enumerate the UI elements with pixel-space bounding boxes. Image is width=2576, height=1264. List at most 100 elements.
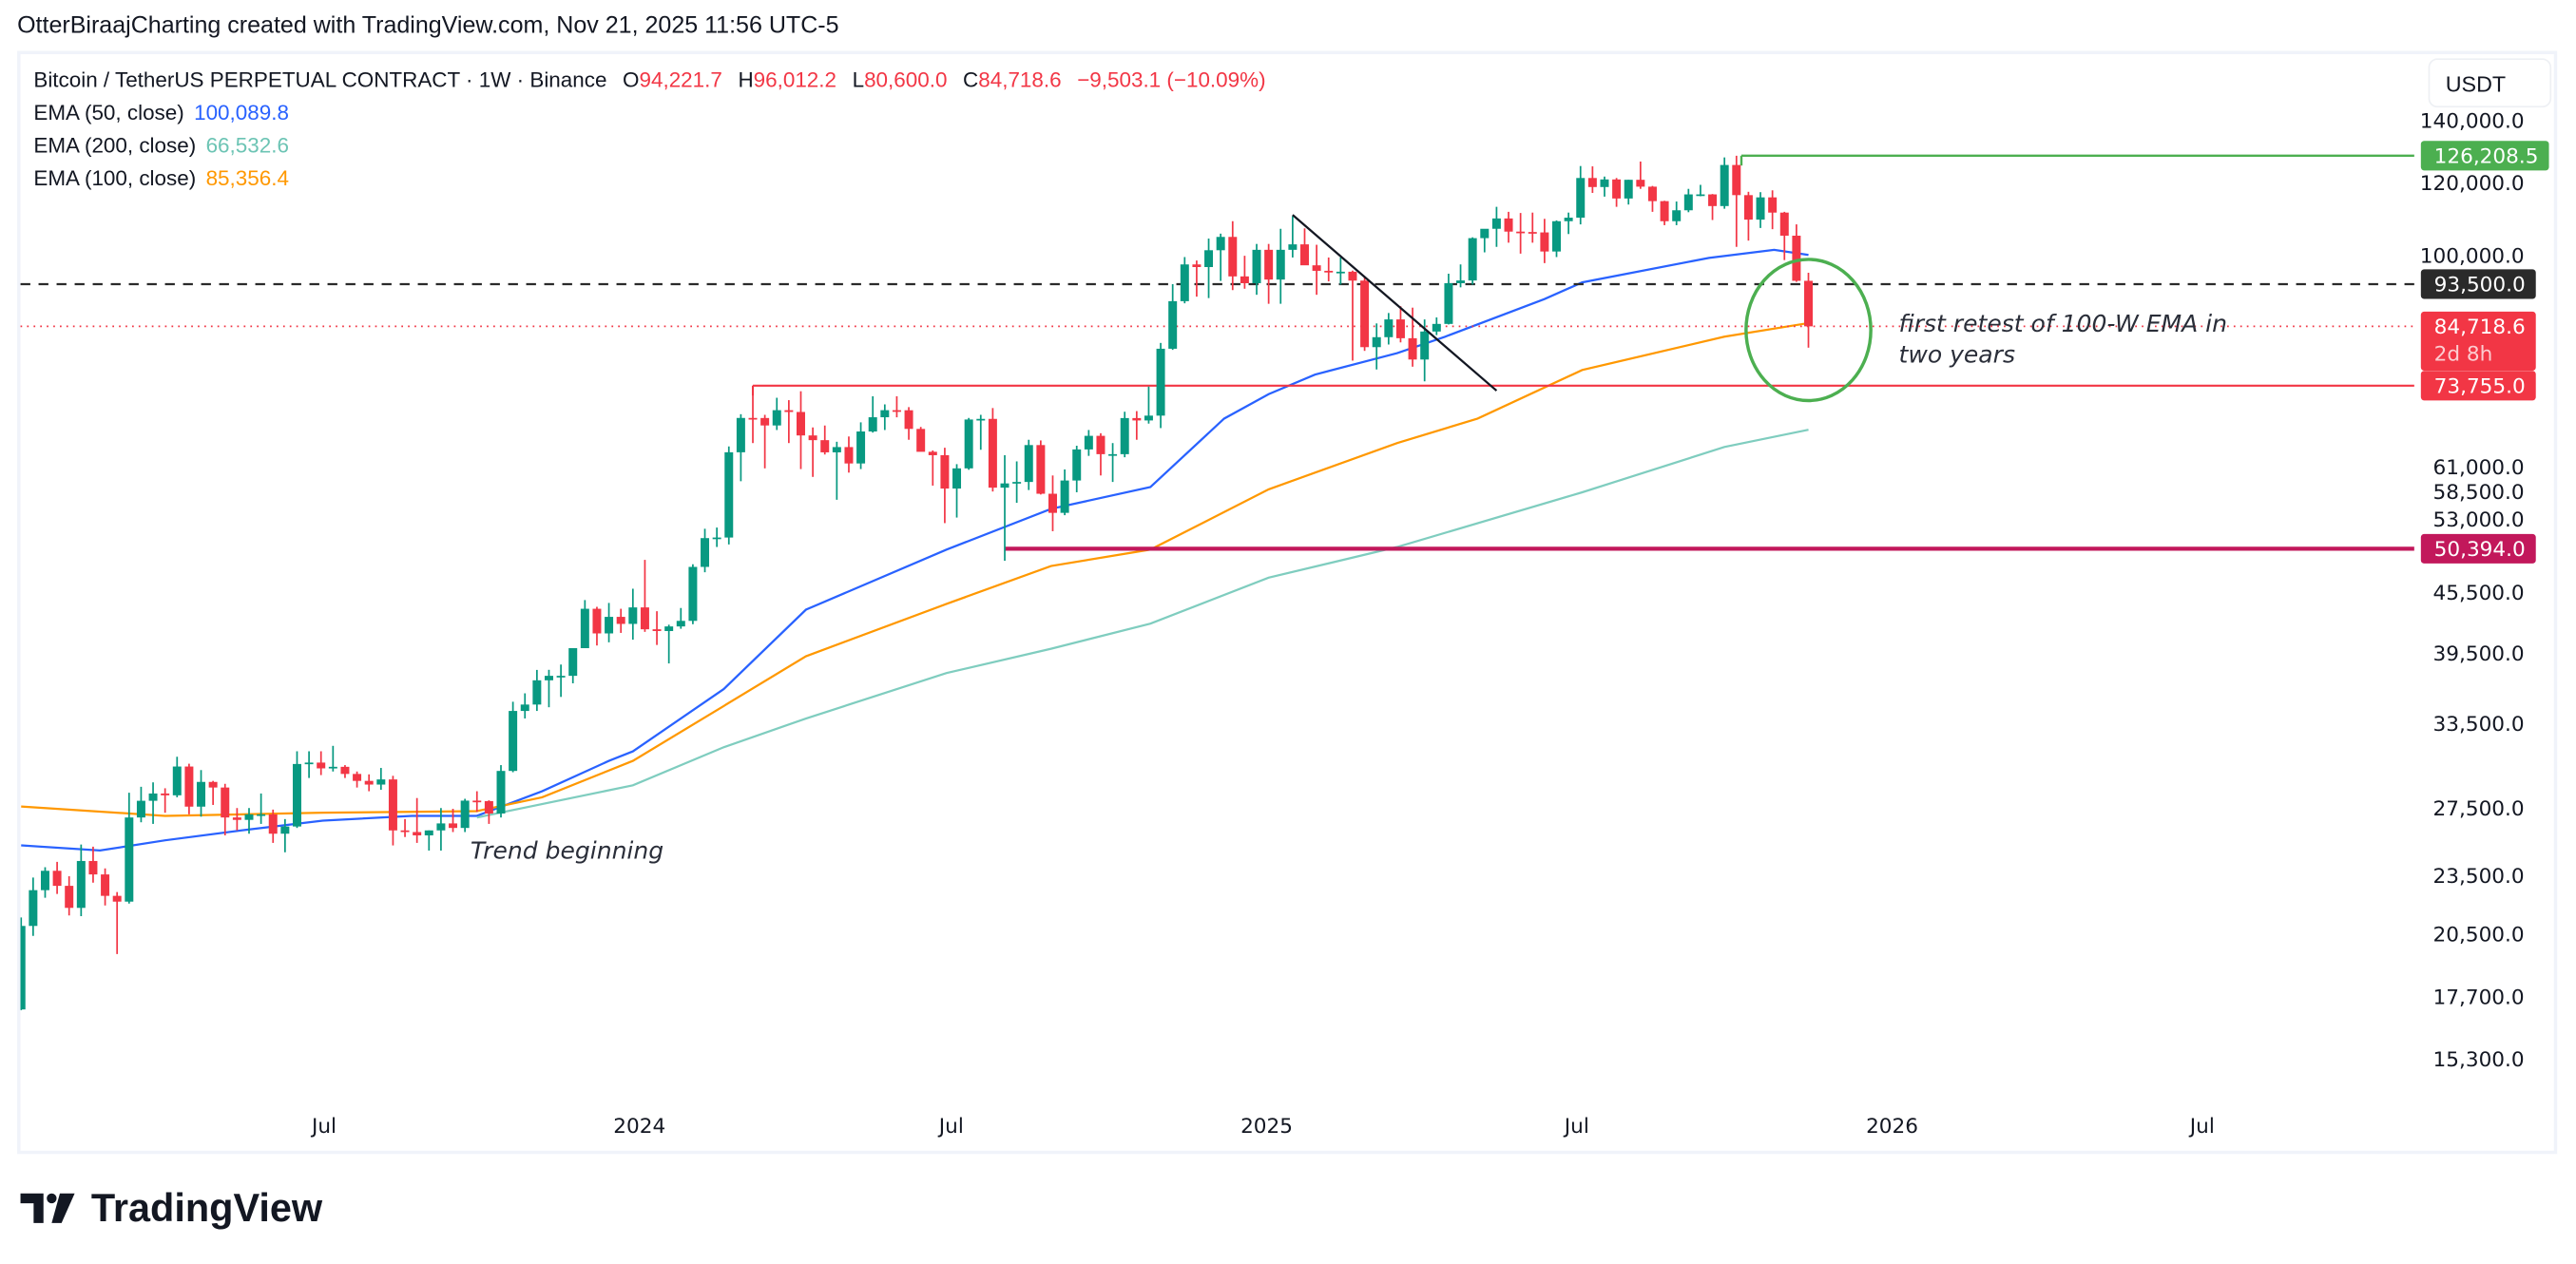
attribution-text: OtterBiraajCharting created with Trading… <box>17 12 838 39</box>
ema200-label: EMA (200, close) <box>33 134 196 158</box>
candle-body <box>1324 270 1334 273</box>
candle-body <box>1792 235 1801 281</box>
legend-ema50[interactable]: EMA (50, close) 100,089.8 <box>33 101 289 124</box>
candle-up <box>1672 201 1682 225</box>
candle-body <box>1804 280 1813 327</box>
candle-body <box>460 800 470 829</box>
candle-up <box>964 417 973 470</box>
candle-up <box>1168 283 1178 351</box>
candle-body <box>280 826 290 834</box>
candle-body <box>1216 237 1225 251</box>
candle-body <box>1395 319 1405 338</box>
chart-pane[interactable] <box>17 154 2414 1010</box>
candle-body <box>1743 195 1753 220</box>
candle-body <box>20 926 26 1010</box>
close-value: 84,718.6 <box>978 68 1061 92</box>
candle-down <box>616 608 625 633</box>
ema50-label: EMA (50, close) <box>33 101 183 124</box>
candle-up <box>628 588 638 641</box>
candle-body <box>928 451 937 455</box>
candle-body <box>724 451 734 538</box>
candle-body <box>832 447 841 452</box>
candle-body <box>1636 180 1645 187</box>
candle-down <box>221 783 230 835</box>
candle-down <box>400 818 410 837</box>
candle-body <box>1683 194 1693 211</box>
candle-body <box>628 607 638 624</box>
candle-down <box>65 875 74 916</box>
candle-down <box>820 425 830 455</box>
candle-body <box>916 429 926 452</box>
candle-up <box>1216 233 1225 281</box>
candle-body <box>148 793 158 801</box>
candle-body <box>161 793 170 795</box>
candle-down <box>1708 194 1718 220</box>
candle-body <box>688 566 698 622</box>
candle-up <box>556 664 566 698</box>
legend-ema100[interactable]: EMA (100, close) 85,356.4 <box>33 166 289 190</box>
price-axis[interactable]: 140,000.0 120,000.0 100,000.0 61,000.058,50… <box>2420 110 2525 1072</box>
candle-down <box>892 395 901 418</box>
candle-body <box>400 830 410 833</box>
close-label: C <box>963 68 978 92</box>
candle-body <box>1444 282 1453 324</box>
candle-up <box>460 798 470 833</box>
current-price-badge-countdown: 2d 8h <box>2434 343 2493 367</box>
candle-up <box>1072 446 1082 492</box>
candle-body <box>424 830 433 835</box>
low-value: 80,600.0 <box>864 68 947 92</box>
candle-body <box>952 468 962 489</box>
candle-down <box>1540 219 1549 263</box>
candle-body <box>1276 249 1285 280</box>
candle-body <box>1768 197 1778 213</box>
candle-down <box>208 780 218 805</box>
candle-up <box>532 669 542 712</box>
candle-body <box>1384 319 1394 337</box>
time-axis[interactable]: Jul 2024 Jul 2025 Jul 2026 Jul <box>310 1115 2215 1139</box>
candle-down <box>1192 260 1201 297</box>
time-tick-label: 2025 <box>1240 1115 1293 1139</box>
candle-up <box>868 395 877 433</box>
candle-body <box>664 626 674 631</box>
time-tick-label: 2026 <box>1866 1115 1918 1139</box>
currency-button[interactable]: USDT <box>2428 58 2552 108</box>
candle-body <box>268 814 278 834</box>
legend-ema200[interactable]: EMA (200, close) 66,532.6 <box>33 134 289 158</box>
candle-body <box>1587 178 1597 187</box>
candle-down <box>1792 224 1801 282</box>
candle-body <box>1096 435 1105 454</box>
ema100-label: EMA (100, close) <box>33 166 196 190</box>
ema-line-100 <box>21 321 1809 817</box>
legend-symbol-row[interactable]: Bitcoin / TetherUS PERPETUAL CONTRACT · … <box>33 68 1265 92</box>
level-73755-badge <box>2420 371 2536 401</box>
candle-up <box>197 770 206 817</box>
candle-up <box>976 414 986 450</box>
candle-body <box>125 817 134 902</box>
current-price-badge <box>2420 311 2536 372</box>
descending-trendline[interactable] <box>1292 214 1498 392</box>
symbol-name[interactable]: Bitcoin / TetherUS PERPETUAL CONTRACT · … <box>33 68 606 92</box>
candle-down <box>1048 475 1057 531</box>
candle-up <box>701 528 710 573</box>
candle-body <box>520 704 529 712</box>
candle-up <box>1156 342 1165 429</box>
candle-down <box>1132 411 1142 440</box>
price-tick-label: 33,500.0 <box>2433 713 2525 737</box>
price-tick-label: 15,300.0 <box>2433 1048 2525 1072</box>
candle-body <box>1672 210 1682 221</box>
candle-down <box>916 427 926 452</box>
candle-body <box>1660 201 1669 221</box>
ema-line-50 <box>21 248 1809 852</box>
candle-up <box>688 564 698 624</box>
candle-up <box>520 693 529 718</box>
candle-up <box>736 413 745 482</box>
candle-down <box>988 408 997 492</box>
candle-up <box>1180 257 1189 304</box>
candle-up <box>436 808 446 851</box>
time-tick-label: Jul <box>1563 1115 1589 1139</box>
retest-highlight-circle[interactable] <box>1744 258 1873 403</box>
price-tick-label: 20,500.0 <box>2433 923 2525 947</box>
candle-up <box>1444 274 1453 325</box>
candle-body <box>1612 179 1622 199</box>
